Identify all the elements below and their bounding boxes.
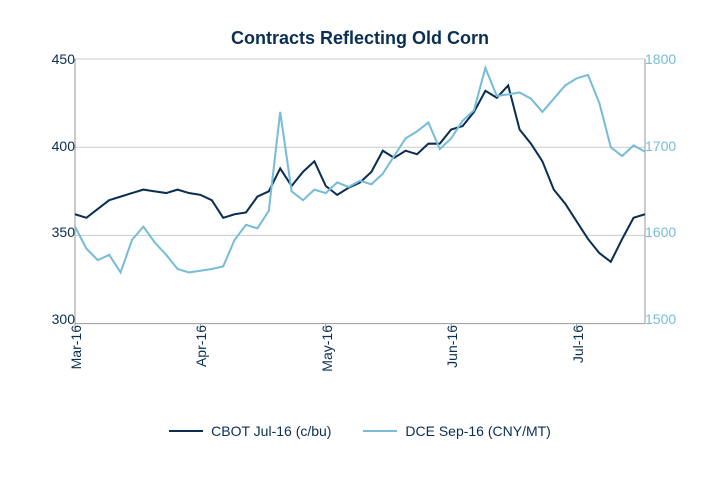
y-right-tick-0: 1800 xyxy=(639,51,690,67)
y-left-tick-2: 350 xyxy=(30,224,81,240)
x-label-0: Mar-16 xyxy=(68,325,84,369)
legend-label-0: CBOT Jul-16 (c/bu) xyxy=(211,423,331,439)
y-left-tick-0: 450 xyxy=(30,51,81,67)
y-right-tick-3: 1500 xyxy=(639,311,690,327)
legend: CBOT Jul-16 (c/bu) DCE Sep-16 (CNY/MT) xyxy=(30,419,690,439)
legend-item-1: DCE Sep-16 (CNY/MT) xyxy=(363,423,550,439)
y-right-tick-2: 1600 xyxy=(639,224,690,240)
legend-swatch-1 xyxy=(363,430,397,432)
x-label-3: Jun-16 xyxy=(444,325,460,368)
legend-label-1: DCE Sep-16 (CNY/MT) xyxy=(405,423,550,439)
legend-item-0: CBOT Jul-16 (c/bu) xyxy=(169,423,331,439)
legend-swatch-0 xyxy=(169,430,203,432)
series-group xyxy=(75,68,645,273)
plot-svg xyxy=(75,59,645,324)
chart-title: Contracts Reflecting Old Corn xyxy=(30,28,690,49)
plot-area xyxy=(75,59,645,319)
x-label-2: May-16 xyxy=(319,325,335,372)
x-label-4: Jul-16 xyxy=(570,325,586,363)
chart-container: Contracts Reflecting Old Corn 450 400 35… xyxy=(0,0,720,500)
y-right-tick-1: 1700 xyxy=(639,138,690,154)
series-line-1 xyxy=(75,68,645,273)
x-label-1: Apr-16 xyxy=(193,325,209,367)
y-left-tick-1: 400 xyxy=(30,138,81,154)
x-axis-labels: Mar-16Apr-16May-16Jun-16Jul-16 xyxy=(75,319,645,399)
